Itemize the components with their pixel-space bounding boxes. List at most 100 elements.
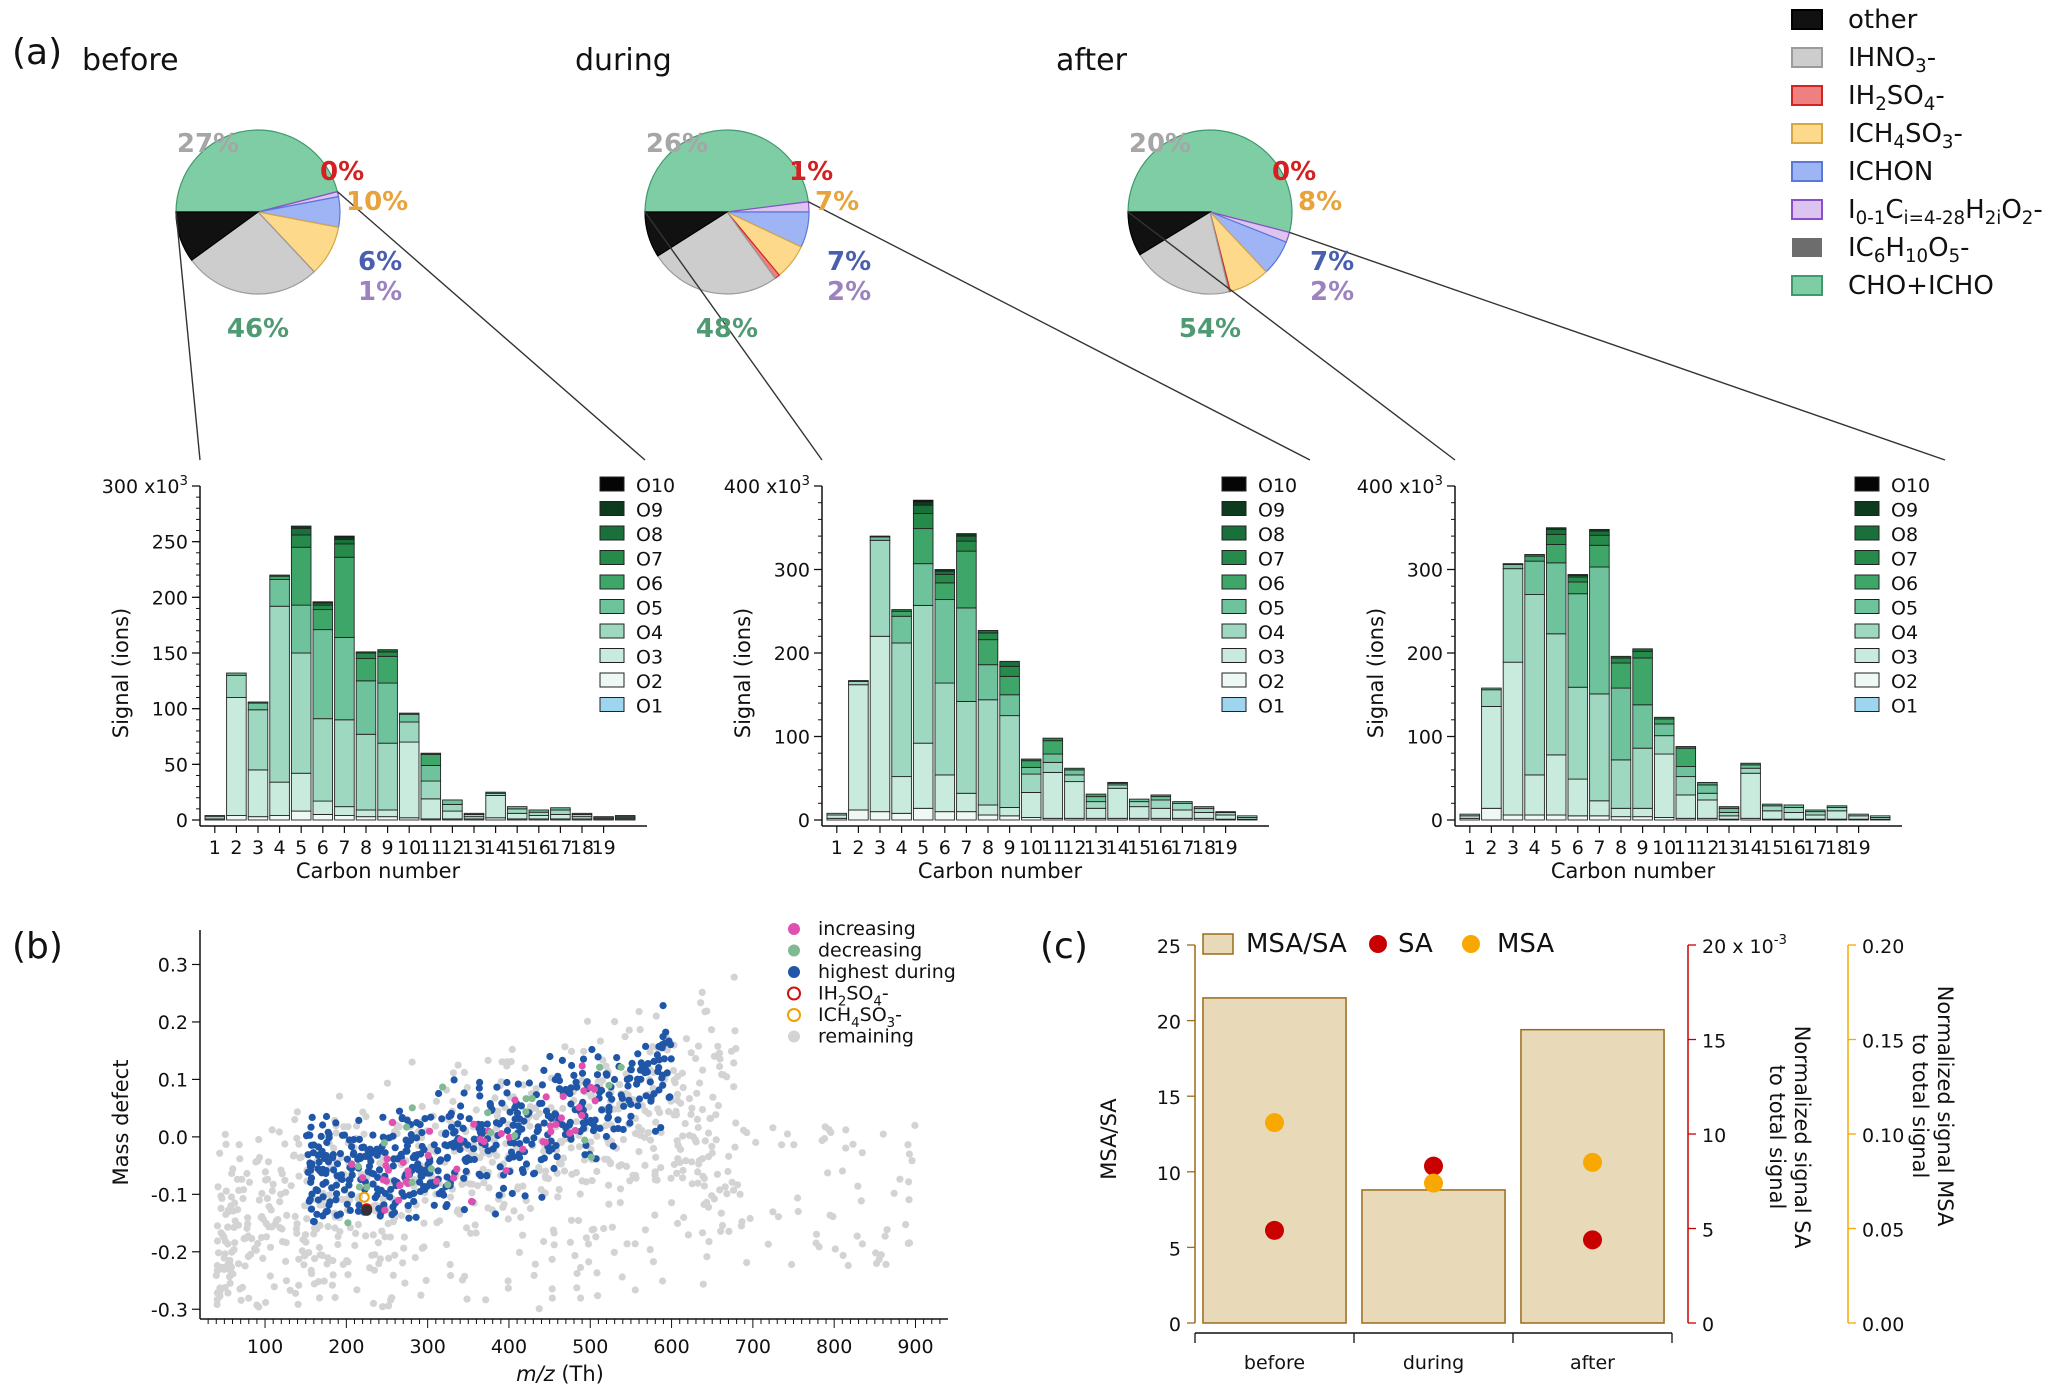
scatter-point-remaining [560, 1167, 569, 1175]
bar-legend-label-O5: O5 [1891, 598, 1918, 620]
scatter-point-increasing [497, 1130, 505, 1138]
scatter-point-remaining [241, 1262, 249, 1270]
pie-legend-label-IH2SO4: IH2SO4- [1848, 81, 1945, 115]
scatter-point-remaining [214, 1249, 223, 1257]
scatter-point-remaining [335, 1092, 344, 1100]
x-tick-label: 18 [1825, 837, 1849, 859]
scatter-point-remaining [641, 1161, 649, 1169]
scatter-point-remaining [712, 1111, 720, 1119]
scatter-point-remaining [714, 1102, 723, 1110]
scatter-point-highest-during [307, 1141, 316, 1149]
scatter-point-remaining [646, 1048, 654, 1056]
scatter-point-highest-during [659, 1033, 667, 1041]
scatter-point-highest-during [551, 1110, 559, 1118]
scatter-point-highest-during [374, 1173, 382, 1181]
category-label-during: during [1403, 1352, 1464, 1374]
scatter-point-highest-during [591, 1116, 599, 1124]
scatter-point-highest-during [627, 1112, 635, 1120]
scatter-point-highest-during [499, 1117, 507, 1125]
bar-segment-c13-O4 [1718, 812, 1740, 817]
bar-segment-c12-O4 [1697, 792, 1718, 801]
bar-segment-c5-O4 [290, 652, 312, 774]
scatter-point-remaining [687, 1110, 695, 1118]
scatter-point-highest-during [460, 1206, 468, 1214]
bar-legend-swatch-O4 [599, 623, 625, 639]
scatter-point-remaining [255, 1136, 263, 1144]
bar-segment-c6-O3 [934, 774, 956, 813]
scatter-point-remaining [736, 1190, 744, 1198]
bar-segment-c7-O9 [1589, 528, 1610, 532]
scatter-point-remaining [447, 1193, 455, 1201]
scatter-point-remaining [400, 1244, 408, 1252]
scatter-point-remaining [276, 1198, 284, 1206]
scatter-point-remaining [482, 1296, 490, 1304]
bar-segment-c11-O5 [1042, 753, 1064, 763]
bar-segment-c7-O5 [956, 607, 977, 702]
bar-segment-c8-O4 [977, 699, 999, 806]
scatter-point-remaining [550, 1241, 558, 1249]
scatter-point-increasing [404, 1167, 412, 1175]
scatter-point-remaining [224, 1223, 232, 1231]
scatter-point-remaining [692, 1054, 700, 1063]
scatter-point-remaining [838, 1167, 847, 1175]
scatter-point-remaining [488, 1158, 496, 1166]
scatter-point-highest-during [377, 1186, 385, 1194]
scatter-point-remaining [606, 1158, 614, 1166]
bar-segment-c6-O2 [934, 811, 956, 821]
scatter-point-highest-during [618, 1094, 626, 1102]
scatter-point-highest-during [322, 1112, 331, 1121]
legend-label-msa-sa: MSA/SA [1246, 929, 1347, 959]
scatter-point-remaining [311, 1255, 319, 1263]
bar-segment-c9-O6 [1632, 657, 1653, 706]
bar-segment-c19-O5 [1215, 811, 1236, 813]
pie-title-during: during [575, 43, 672, 78]
right-axis-sa-tick-label: 5 [1702, 1220, 1714, 1242]
scatter-point-decreasing [487, 1128, 495, 1137]
scatter-point-highest-during [590, 1123, 599, 1131]
scatter-point-remaining [730, 973, 738, 981]
pie-legend-swatch-ICH4SO3 [1791, 123, 1823, 144]
scatter-point-remaining [669, 1066, 678, 1075]
scatter-point-decreasing [581, 1136, 589, 1144]
scatter-point-highest-during [496, 1163, 504, 1171]
scatter-y-tick-label: -0.1 [151, 1184, 188, 1206]
scatter-point-highest-during [663, 1069, 671, 1077]
scatter-point-highest-during [492, 1141, 500, 1149]
scatter-point-highest-during [318, 1169, 326, 1177]
scatter-point-highest-during [305, 1197, 313, 1205]
scatter-point-decreasing [605, 1081, 613, 1089]
scatter-point-decreasing [427, 1165, 435, 1173]
bar-segment-c8-O6 [977, 639, 999, 666]
scatter-point-remaining [388, 1294, 396, 1302]
bar-segment-c6-O9 [1567, 574, 1589, 576]
scatter-point-highest-during [642, 1042, 650, 1050]
pie-legend-swatch-ICHON [1791, 161, 1823, 182]
scatter-point-remaining [515, 1248, 524, 1256]
scatter-point-increasing [424, 1151, 432, 1160]
bar-segment-c8-O3 [977, 804, 999, 816]
bar-segment-c4-O4 [1524, 594, 1545, 776]
x-tick-label: 2 [230, 837, 242, 859]
scatter-point-remaining [227, 1193, 236, 1201]
scatter-point-remaining [383, 1079, 391, 1087]
scatter-point-remaining [282, 1239, 290, 1247]
right-axis-sa-tick-label: 10 [1702, 1125, 1726, 1147]
scatter-point-highest-during [402, 1147, 410, 1155]
scatter-point-highest-during [308, 1160, 316, 1168]
scatter-point-remaining [384, 1302, 393, 1310]
pie-label-IH2SO4: 0% [320, 157, 364, 187]
scatter-point-remaining [352, 1229, 360, 1237]
pie-label-CHO_ICHO: 48% [696, 314, 758, 344]
scatter-x-tick-label: 600 [653, 1336, 689, 1358]
sa-point-before [1265, 1220, 1284, 1240]
bar-segment-c8-O3 [355, 809, 377, 818]
bar-legend-swatch-O9 [1854, 501, 1880, 516]
scatter-point-highest-during [317, 1150, 325, 1158]
scatter-point-remaining [858, 1149, 866, 1157]
scatter-point-remaining [216, 1284, 224, 1292]
bar-segment-c17-O4 [1805, 811, 1826, 816]
scatter-point-highest-during [581, 1151, 589, 1159]
pie-title-after: after [1056, 43, 1128, 78]
x-tick-label: 6 [1572, 837, 1584, 859]
scatter-point-remaining [463, 1084, 471, 1092]
